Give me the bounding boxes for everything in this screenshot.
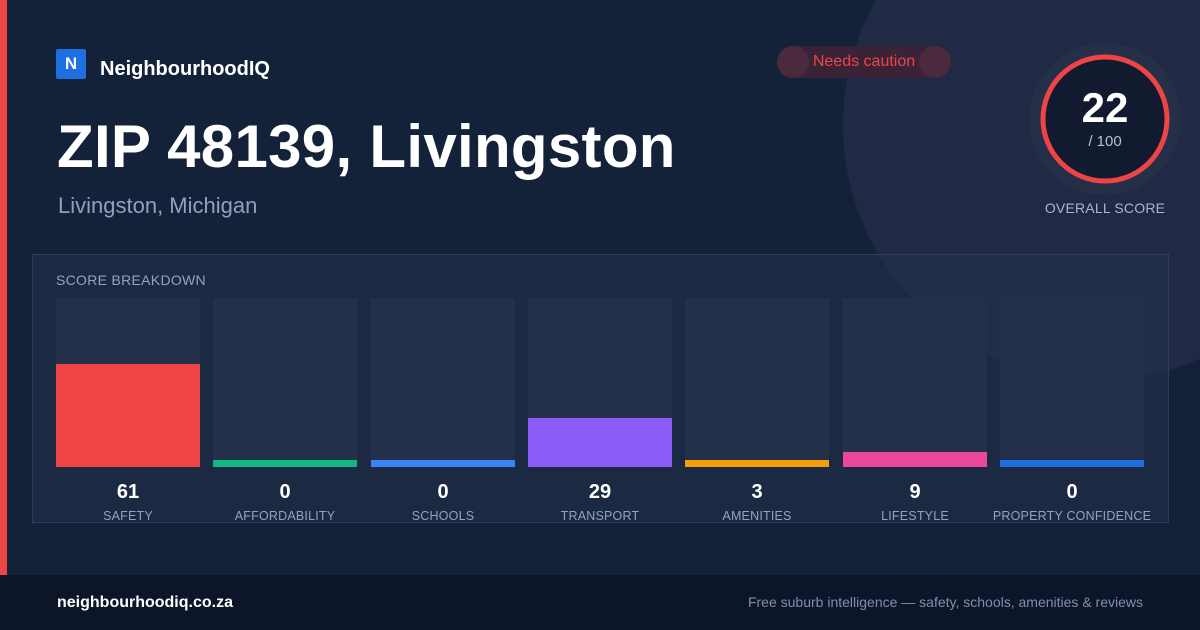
score-bar-value: 3 bbox=[751, 481, 763, 503]
overall-score-max: / 100 bbox=[1088, 133, 1122, 150]
score-breakdown-title: SCORE BREAKDOWN bbox=[56, 272, 206, 288]
score-bar-label: TRANSPORT bbox=[560, 509, 640, 523]
score-bar-fill bbox=[213, 460, 357, 467]
score-bar-value: 0 bbox=[437, 481, 449, 503]
score-bar-track bbox=[56, 298, 200, 467]
page-title: ZIP 48139, Livingston bbox=[57, 113, 676, 180]
overall-score-value: 22 bbox=[1081, 84, 1129, 131]
score-bar-value: 0 bbox=[279, 481, 291, 503]
brand[interactable]: N NeighbourhoodIQ bbox=[56, 46, 270, 81]
score-bar-fill bbox=[1000, 460, 1144, 467]
status-badge-label: Needs caution bbox=[812, 53, 916, 70]
score-bar-track bbox=[843, 298, 987, 467]
score-bar-label: AMENITIES bbox=[722, 509, 792, 523]
score-bar-track bbox=[1000, 298, 1144, 467]
score-bar-fill bbox=[371, 460, 515, 467]
page-subtitle: Livingston, Michigan bbox=[58, 193, 258, 218]
footer: neighbourhoodiq.co.za Free suburb intell… bbox=[0, 575, 1200, 630]
score-bar-label: LIFESTYLE bbox=[881, 509, 949, 523]
score-bar-track bbox=[213, 298, 357, 467]
score-bar-track bbox=[371, 298, 515, 467]
footer-tagline: Free suburb intelligence — safety, schoo… bbox=[747, 594, 1143, 610]
score-bar-fill bbox=[528, 418, 672, 467]
score-bar-value: 9 bbox=[909, 481, 921, 503]
score-bar-label: AFFORDABILITY bbox=[234, 509, 336, 523]
score-bar-fill bbox=[56, 364, 200, 467]
score-bar-label: SCHOOLS bbox=[411, 509, 475, 523]
overall-score-label: OVERALL SCORE bbox=[1044, 200, 1166, 216]
score-bar-track bbox=[528, 298, 672, 467]
status-badge: Needs caution bbox=[777, 46, 951, 78]
score-bar-fill bbox=[685, 460, 829, 467]
score-bar-value: 0 bbox=[1066, 481, 1078, 503]
score-bar-value: 29 bbox=[588, 481, 612, 503]
score-bar-fill bbox=[843, 452, 987, 467]
score-bar-value: 61 bbox=[116, 481, 140, 503]
overall-score-ring-arc bbox=[1040, 54, 1170, 184]
score-bar-label: SAFETY bbox=[103, 509, 153, 523]
footer-site-link[interactable]: neighbourhoodiq.co.za bbox=[57, 594, 233, 611]
score-breakdown-panel: SCORE BREAKDOWN 61 SAFETY 0 AFFORDABILITY 0 S… bbox=[32, 254, 1169, 523]
overall-score-ring bbox=[1029, 43, 1181, 195]
accent-strip bbox=[0, 0, 7, 575]
brand-logo-icon: N bbox=[56, 48, 86, 79]
brand-name: NeighbourhoodIQ bbox=[100, 58, 270, 80]
score-bar-label: PROPERTY CONFIDENCE bbox=[992, 509, 1152, 523]
score-bar-track bbox=[685, 298, 829, 467]
